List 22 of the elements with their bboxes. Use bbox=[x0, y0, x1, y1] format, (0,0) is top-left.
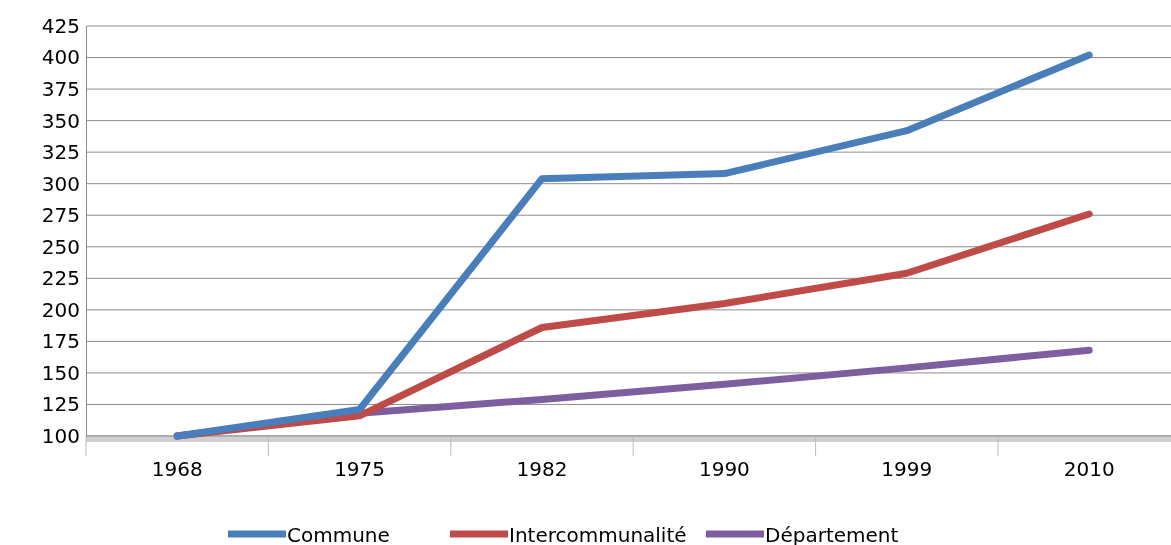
x-tick-label: 1975 bbox=[334, 457, 386, 482]
y-tick-label: 325 bbox=[41, 140, 80, 165]
y-tick-label: 200 bbox=[41, 297, 80, 322]
legend-label: Commune bbox=[287, 523, 390, 545]
y-tick-label: 375 bbox=[41, 76, 80, 101]
y-tick-label: 400 bbox=[41, 45, 80, 70]
y-tick-label: 175 bbox=[41, 329, 80, 354]
x-tick-label: 1990 bbox=[698, 457, 750, 482]
y-tick-label: 275 bbox=[41, 203, 80, 228]
y-tick-label: 425 bbox=[41, 13, 80, 38]
x-tick-label: 1999 bbox=[881, 457, 933, 482]
y-tick-label: 350 bbox=[41, 108, 80, 133]
legend-label: Intercommunalité bbox=[509, 523, 687, 545]
y-tick-label: 100 bbox=[41, 423, 80, 448]
x-tick-label: 1982 bbox=[516, 457, 568, 482]
y-tick-label: 300 bbox=[41, 171, 80, 196]
y-tick-label: 225 bbox=[41, 266, 80, 291]
x-tick-label: 1968 bbox=[151, 457, 203, 482]
y-tick-label: 150 bbox=[41, 360, 80, 385]
y-tick-label: 250 bbox=[41, 234, 80, 259]
y-tick-label: 125 bbox=[41, 392, 80, 417]
x-tick-label: 2010 bbox=[1063, 457, 1115, 482]
